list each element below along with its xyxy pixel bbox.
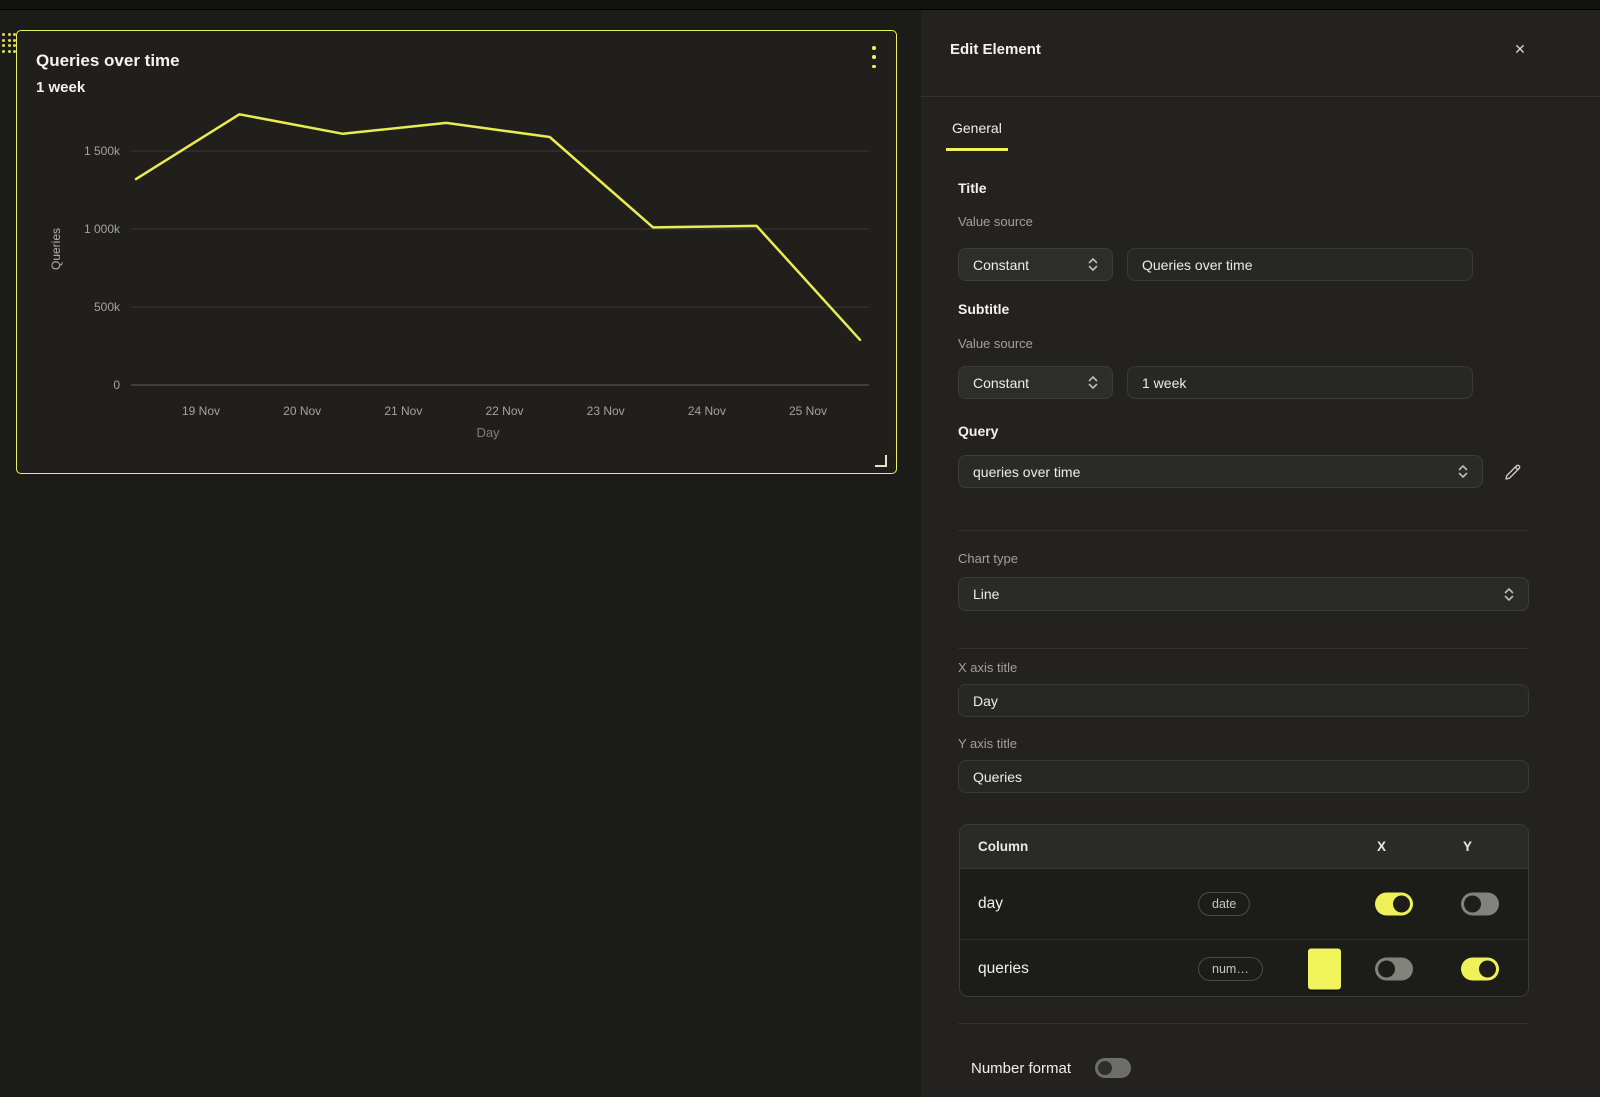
tab-general[interactable]: General [946,120,1008,151]
svg-text:21 Nov: 21 Nov [384,404,422,418]
title-section-heading: Title [958,180,987,196]
svg-text:Day: Day [476,425,500,440]
subtitle-value-source-label: Value source [958,336,1033,351]
y-axis-title-label: Y axis title [958,736,1018,751]
title-value-input[interactable]: Queries over time [1127,248,1473,281]
queries-x-toggle[interactable] [1375,957,1413,980]
chart-type-value: Line [973,586,1000,602]
top-strip [0,0,1600,10]
chart-tile[interactable]: 0 500k 1 000k 1 500k 19 Nov 20 Nov 21 Nov 22 No… [16,30,897,474]
query-selected-value: queries over time [973,463,1081,480]
svg-text:19 Nov: 19 Nov [182,404,220,418]
table-row-day: day date [960,869,1528,940]
x-axis-title-label: X axis title [958,660,1018,675]
x-axis-title-value: Day [973,692,998,709]
queries-y-toggle[interactable] [1461,957,1499,980]
toggle-knob [1393,895,1410,913]
close-icon[interactable]: ✕ [1514,40,1526,57]
chevron-updown-icon [1088,376,1098,389]
x-axis-title-input[interactable]: Day [958,684,1529,717]
subtitle-source-value: Constant [973,374,1030,391]
number-format-toggle[interactable] [1095,1058,1131,1078]
toggle-knob [1479,960,1496,977]
day-x-toggle[interactable] [1375,892,1413,916]
svg-text:20 Nov: 20 Nov [283,404,321,418]
line-chart: 0 500k 1 000k 1 500k 19 Nov 20 Nov 21 Nov 22 No… [49,113,869,440]
number-format-label: Number format [971,1060,1072,1077]
section-divider [958,1023,1529,1024]
subtitle-section-heading: Subtitle [958,301,1010,317]
chevron-updown-icon [1504,587,1514,601]
panel-title: Edit Element [950,41,1041,58]
columns-table-header: Column X Y [960,825,1528,869]
svg-text:23 Nov: 23 Nov [587,404,625,418]
section-divider [958,530,1529,531]
drag-handle-icon[interactable] [2,33,16,53]
subtitle-value-text: 1 week [1142,374,1187,391]
columns-table: Column X Y day date queries num… [959,824,1529,997]
title-value-text: Queries over time [1142,256,1253,273]
edit-element-panel: Edit Element ✕ General Title Value sourc… [921,10,1600,1097]
section-divider [958,648,1529,649]
svg-text:500k: 500k [94,300,121,314]
chevron-updown-icon [1088,258,1098,271]
y-header: Y [1463,839,1473,854]
type-badge: date [1198,892,1251,916]
table-row-queries: queries num… [960,940,1528,996]
chart-title: Queries over time [36,51,180,70]
resize-handle[interactable] [875,455,887,467]
title-source-select[interactable]: Constant [958,248,1113,281]
chart-subtitle: 1 week [36,79,86,96]
column-name: queries [978,959,1029,977]
edit-query-pencil-icon[interactable] [1503,462,1523,482]
chart-type-label: Chart type [958,551,1018,566]
svg-text:25 Nov: 25 Nov [789,404,827,418]
kebab-menu-icon[interactable] [868,46,880,68]
type-badge: num… [1198,956,1263,981]
svg-text:22 Nov: 22 Nov [485,404,523,418]
chart-type-select[interactable]: Line [958,577,1529,611]
y-axis-title-input[interactable]: Queries [958,760,1529,793]
title-source-value: Constant [973,256,1030,273]
svg-text:24 Nov: 24 Nov [688,404,726,418]
toggle-knob [1098,1061,1112,1075]
header-divider [921,96,1600,97]
svg-text:0: 0 [113,378,120,392]
series-color-swatch[interactable] [1308,948,1341,989]
y-axis-title-value: Queries [973,768,1023,785]
toggle-knob [1464,895,1481,913]
toggle-knob [1378,960,1395,977]
svg-text:1 500k: 1 500k [84,144,121,158]
chevron-updown-icon [1458,465,1468,478]
svg-text:1 000k: 1 000k [84,222,121,236]
svg-text:Queries: Queries [49,228,63,270]
subtitle-source-select[interactable]: Constant [958,366,1113,399]
x-header: X [1377,839,1387,854]
query-section-heading: Query [958,423,999,439]
day-y-toggle[interactable] [1461,892,1499,916]
title-value-source-label: Value source [958,214,1033,229]
column-header: Column [978,839,1029,854]
query-select[interactable]: queries over time [958,455,1483,488]
column-name: day [978,895,1003,912]
subtitle-value-input[interactable]: 1 week [1127,366,1473,399]
